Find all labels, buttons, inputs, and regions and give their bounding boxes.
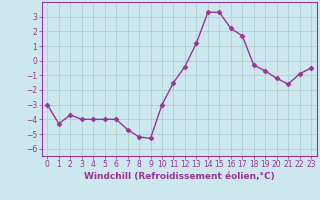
X-axis label: Windchill (Refroidissement éolien,°C): Windchill (Refroidissement éolien,°C) [84,172,275,181]
